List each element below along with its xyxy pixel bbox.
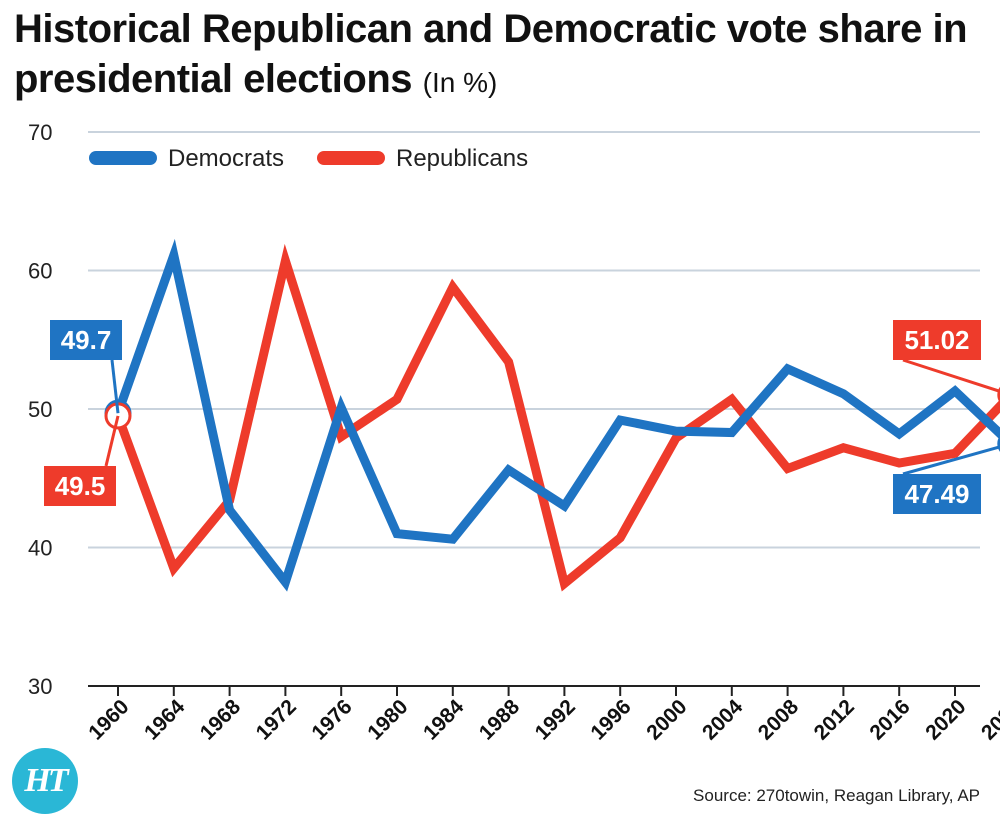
chart-title-main: Historical Republican and Democratic vot…	[14, 7, 968, 101]
x-tick-label: 1996	[586, 695, 635, 744]
callout-label: 49.7	[61, 325, 112, 355]
x-tick-label: 2016	[865, 695, 914, 744]
y-tick-label: 50	[28, 397, 52, 422]
x-tick-label: 1992	[531, 695, 580, 744]
x-tick-label: 1988	[475, 695, 525, 745]
y-tick-label: 40	[28, 536, 52, 561]
y-tick-label: 60	[28, 259, 52, 284]
series-layer	[113, 238, 1000, 592]
x-tick-label: 2004	[698, 695, 748, 745]
x-tick-label: 2020	[921, 695, 970, 744]
x-tick-label: 1972	[252, 695, 301, 744]
legend-layer: Democrats Republicans	[89, 145, 528, 172]
grid-layer	[88, 131, 980, 687]
x-tick-label: 1960	[84, 695, 133, 744]
x-tick-label: 1976	[307, 695, 356, 744]
ht-logo: HT	[12, 748, 78, 814]
callout-connector	[104, 415, 120, 467]
x-tick-label: 2008	[754, 695, 804, 745]
callout-connector	[902, 358, 1000, 393]
callout-label: 51.02	[904, 325, 969, 355]
source-note: Source: 270towin, Reagan Library, AP	[693, 786, 980, 805]
callout-box	[50, 320, 122, 360]
x-tick-label: 2000	[642, 695, 691, 744]
callout-label: 47.49	[904, 479, 969, 509]
y-tick-label: 70	[28, 120, 52, 145]
x-tick-label: 1980	[363, 695, 412, 744]
y-tick-label: 30	[28, 674, 52, 699]
series-line-republicans	[113, 243, 1000, 592]
legend-label-democrats: Democrats	[168, 145, 284, 172]
x-tick-label: 1984	[419, 695, 469, 745]
series-line-democrats	[113, 238, 1000, 592]
x-tick-label: 1968	[196, 695, 246, 745]
callout-connector	[902, 445, 1000, 476]
chart-title: Historical Republican and Democratic vot…	[14, 4, 984, 108]
x-tick-label: 2024	[977, 695, 1000, 745]
x-tick-label: 1964	[140, 695, 190, 745]
callout-box	[893, 320, 981, 360]
callout-box	[893, 474, 981, 514]
legend-label-republicans: Republicans	[396, 145, 528, 172]
chart-title-unit: (In %)	[422, 67, 498, 98]
x-tick-label: 2012	[810, 695, 859, 744]
callout-layer: 49.7 49.5 51.02 47.49	[44, 320, 1000, 514]
callout-box	[44, 466, 116, 506]
callout-connector	[110, 359, 120, 414]
callout-label: 49.5	[55, 471, 106, 501]
